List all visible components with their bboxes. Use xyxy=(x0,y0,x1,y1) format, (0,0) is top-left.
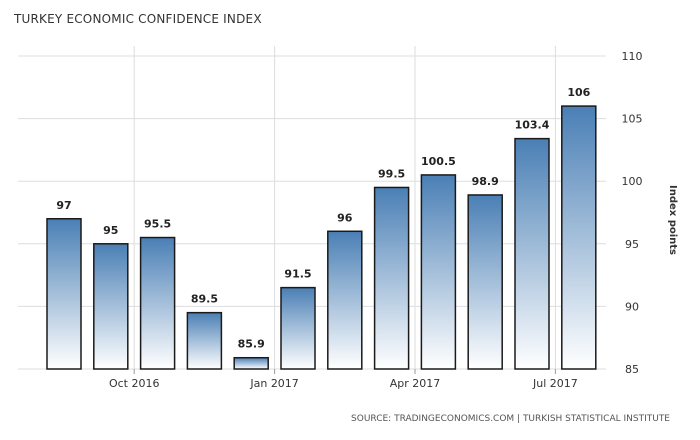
source-note: SOURCE: TRADINGECONOMICS.COM | TURKISH S… xyxy=(351,414,670,424)
y-axis-ticks: 85 90 95 100 105 110 xyxy=(622,50,643,376)
y-tick-label: 100 xyxy=(622,175,643,188)
bar-value-label: 103.4 xyxy=(515,119,550,132)
bar-value-label: 96 xyxy=(337,211,353,224)
y-axis-label: Index points xyxy=(667,185,678,255)
y-tick-label: 95 xyxy=(625,238,639,251)
x-tick-label: Jul 2017 xyxy=(532,377,578,390)
bar-value-labels: 97 95 95.5 89.5 85.9 91.5 96 99.5 100.5 98.9 103.4… xyxy=(56,86,590,351)
bars xyxy=(46,105,597,370)
bar xyxy=(233,356,269,370)
bar xyxy=(561,105,597,370)
bar xyxy=(514,137,550,370)
y-tick-label: 105 xyxy=(622,113,643,126)
bar-value-label: 95 xyxy=(103,224,118,237)
y-tick-label: 110 xyxy=(622,50,643,63)
bar xyxy=(327,230,363,370)
bar xyxy=(467,194,503,370)
bar-value-label: 100.5 xyxy=(421,155,456,168)
bar-value-label: 91.5 xyxy=(284,268,311,281)
bar xyxy=(186,311,223,370)
bar-value-label: 99.5 xyxy=(378,167,405,180)
bar xyxy=(280,286,316,370)
bar xyxy=(420,174,457,370)
bar-value-label: 85.9 xyxy=(238,338,265,351)
bar-value-label: 106 xyxy=(567,86,590,99)
bar xyxy=(93,243,129,370)
bar-value-label: 97 xyxy=(56,199,71,212)
y-tick-label: 85 xyxy=(625,363,639,376)
bar xyxy=(373,186,410,370)
x-axis-ticks: Oct 2016 Jan 2017 Apr 2017 Jul 2017 xyxy=(109,369,578,390)
x-tick-label: Jan 2017 xyxy=(249,377,298,390)
bar xyxy=(46,218,82,370)
bar-value-label: 89.5 xyxy=(191,293,218,306)
bar-value-label: 98.9 xyxy=(472,175,499,188)
chart-title: TURKEY ECONOMIC CONFIDENCE INDEX xyxy=(14,12,262,26)
x-tick-label: Apr 2017 xyxy=(390,377,441,390)
bar xyxy=(139,236,176,370)
y-tick-label: 90 xyxy=(625,300,639,313)
x-tick-label: Oct 2016 xyxy=(109,377,160,390)
bar-value-label: 95.5 xyxy=(144,218,171,231)
